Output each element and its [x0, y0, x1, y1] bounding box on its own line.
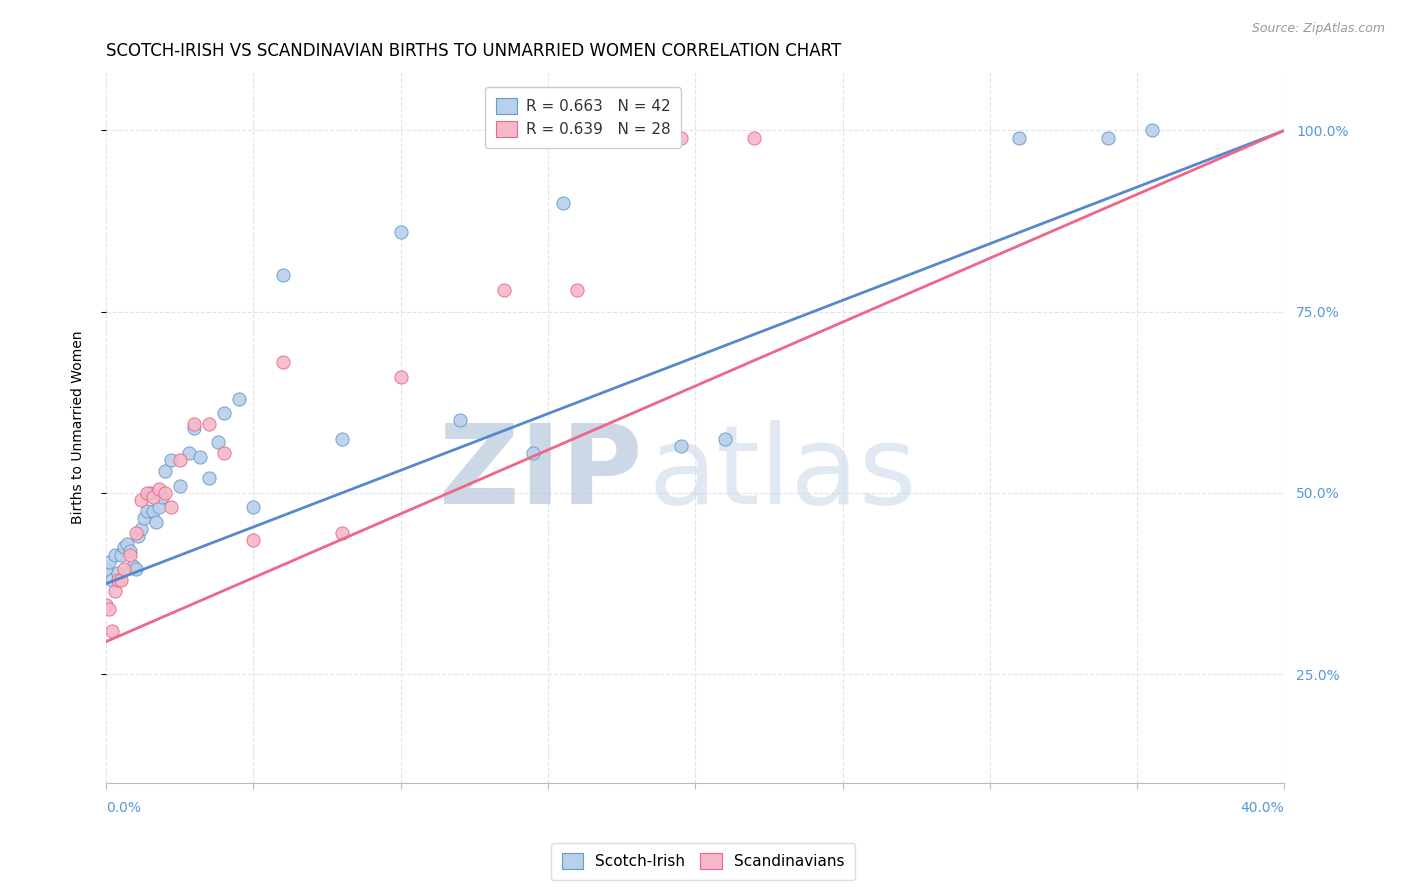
- Point: [101, 573, 124, 587]
- Point: [242, 533, 264, 548]
- Point: [104, 583, 127, 598]
- Y-axis label: Births to Unmarried Women: Births to Unmarried Women: [72, 331, 86, 524]
- Point: [492, 283, 515, 297]
- Point: [107, 573, 129, 587]
- Point: [228, 392, 250, 406]
- Point: [160, 453, 183, 467]
- Point: [153, 464, 176, 478]
- Point: [389, 225, 412, 239]
- Point: [142, 504, 165, 518]
- Point: [1008, 130, 1031, 145]
- Point: [139, 486, 162, 500]
- Point: [198, 471, 221, 485]
- Point: [110, 573, 132, 587]
- Point: [124, 562, 146, 576]
- Legend: Scotch-Irish, Scandinavians: Scotch-Irish, Scandinavians: [551, 843, 855, 880]
- Point: [104, 548, 127, 562]
- Point: [522, 446, 544, 460]
- Text: atlas: atlas: [648, 420, 917, 527]
- Point: [330, 432, 353, 446]
- Point: [153, 486, 176, 500]
- Point: [98, 555, 121, 569]
- Point: [567, 283, 589, 297]
- Text: 0.0%: 0.0%: [105, 801, 141, 815]
- Text: ZIP: ZIP: [439, 420, 643, 527]
- Point: [169, 479, 191, 493]
- Point: [110, 548, 132, 562]
- Point: [115, 537, 138, 551]
- Point: [94, 562, 117, 576]
- Point: [136, 504, 159, 518]
- Point: [669, 439, 692, 453]
- Point: [112, 541, 135, 555]
- Point: [148, 500, 170, 515]
- Text: 40.0%: 40.0%: [1240, 801, 1285, 815]
- Point: [131, 522, 153, 536]
- Legend: R = 0.663   N = 42, R = 0.639   N = 28: R = 0.663 N = 42, R = 0.639 N = 28: [485, 87, 682, 148]
- Point: [121, 558, 143, 573]
- Point: [134, 511, 156, 525]
- Point: [242, 500, 264, 515]
- Text: Source: ZipAtlas.com: Source: ZipAtlas.com: [1251, 22, 1385, 36]
- Point: [169, 453, 191, 467]
- Point: [198, 417, 221, 431]
- Point: [160, 500, 183, 515]
- Point: [127, 529, 149, 543]
- Point: [131, 493, 153, 508]
- Point: [669, 130, 692, 145]
- Point: [183, 421, 205, 435]
- Point: [150, 490, 173, 504]
- Point: [271, 268, 294, 283]
- Point: [112, 562, 135, 576]
- Point: [94, 599, 117, 613]
- Point: [1140, 123, 1163, 137]
- Point: [449, 413, 471, 427]
- Point: [148, 483, 170, 497]
- Point: [1097, 130, 1119, 145]
- Point: [271, 355, 294, 369]
- Point: [610, 130, 633, 145]
- Point: [212, 446, 235, 460]
- Point: [183, 417, 205, 431]
- Point: [713, 432, 735, 446]
- Point: [145, 515, 167, 529]
- Point: [177, 446, 200, 460]
- Point: [98, 602, 121, 616]
- Point: [330, 525, 353, 540]
- Point: [118, 544, 141, 558]
- Point: [124, 525, 146, 540]
- Point: [188, 450, 211, 464]
- Point: [107, 566, 129, 580]
- Text: SCOTCH-IRISH VS SCANDINAVIAN BIRTHS TO UNMARRIED WOMEN CORRELATION CHART: SCOTCH-IRISH VS SCANDINAVIAN BIRTHS TO U…: [105, 42, 841, 60]
- Point: [742, 130, 765, 145]
- Point: [207, 435, 229, 450]
- Point: [136, 486, 159, 500]
- Point: [212, 406, 235, 420]
- Point: [142, 490, 165, 504]
- Point: [118, 548, 141, 562]
- Point: [551, 196, 574, 211]
- Point: [101, 624, 124, 638]
- Point: [389, 370, 412, 384]
